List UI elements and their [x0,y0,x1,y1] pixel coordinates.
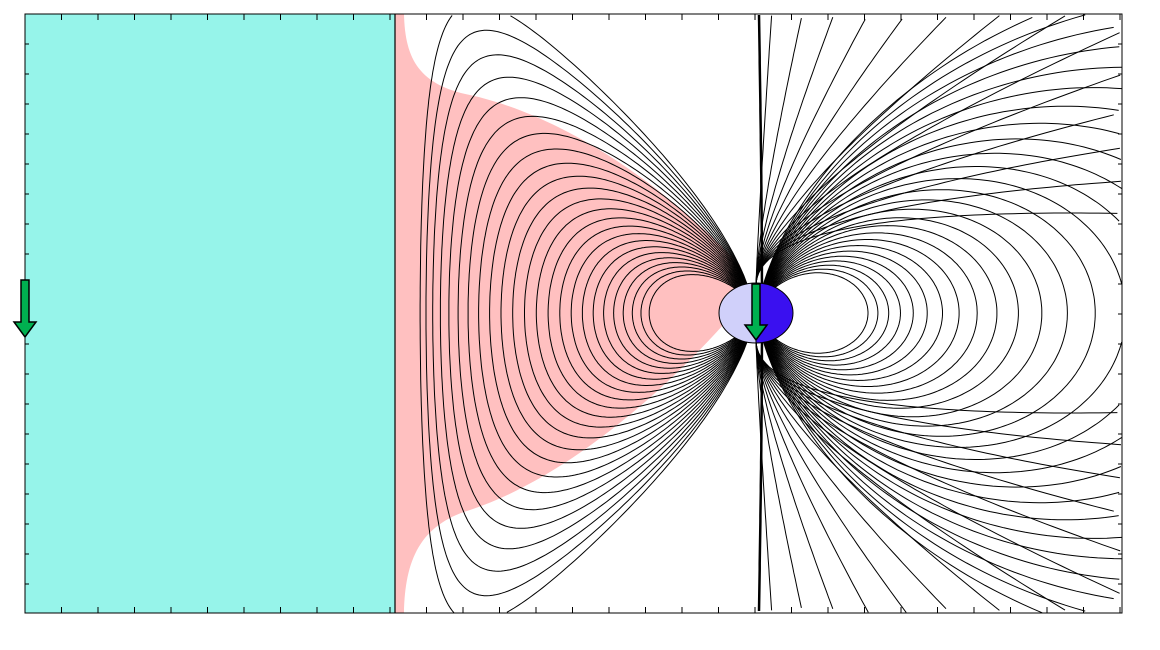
field-line-day [559,225,755,401]
field-line-night [757,199,1068,427]
open-field-line [755,340,869,613]
imf-arrow-icon [12,279,38,339]
field-line-day [570,233,755,393]
open-field-line [755,15,1000,286]
open-field-line [755,340,802,609]
open-field-line [755,340,1066,611]
open-field-line [755,17,834,286]
field-line-night [757,217,1019,409]
field-line-night [757,255,914,371]
field-line-night [757,244,943,382]
field-line-night [757,250,928,376]
open-field-line [755,15,1066,286]
field-line-day [439,76,755,550]
open-field-line [755,212,1118,286]
open-field-line [755,147,1120,286]
upstream-region [25,14,395,613]
field-line-night [757,264,890,362]
field-line-day [535,208,755,418]
open-field-line [755,340,1122,446]
open-field-line [755,340,1114,512]
field-line-day [489,162,755,464]
open-field-line [755,74,1121,286]
field-line-day [478,148,755,478]
open-field-line [755,180,1122,286]
open-field-line [755,340,1120,594]
dipole-arrow-icon [743,283,769,342]
field-line-day [613,257,755,369]
open-field-line [755,19,866,286]
open-field-line [755,340,1120,479]
field-line-day [448,97,755,529]
field-line-day [425,29,755,597]
field-line-night [757,260,902,366]
field-line-day [524,198,755,428]
open-field-line [755,17,802,286]
field-line-day [512,187,755,439]
field-line-day [467,132,755,494]
field-line-night [757,208,1043,418]
open-field-line [755,340,834,609]
field-line-night [757,225,998,401]
field-line-day [631,266,755,360]
open-field-line [755,32,1120,286]
field-line-day [622,262,755,364]
field-line-day [432,54,755,572]
open-field-line [755,340,1121,552]
open-field-line [755,340,1000,611]
field-line-day [603,252,755,374]
field-line-day [592,246,755,380]
field-line-night [757,189,1096,437]
field-line-night [757,232,978,394]
field-line-day [547,217,755,409]
field-line-day [457,115,755,511]
field-line-day [581,240,755,386]
open-field-line [755,340,1118,414]
field-line-day [500,175,755,451]
field-line-night [757,239,960,387]
boundary-layer [395,14,745,613]
open-field-line [755,114,1114,286]
